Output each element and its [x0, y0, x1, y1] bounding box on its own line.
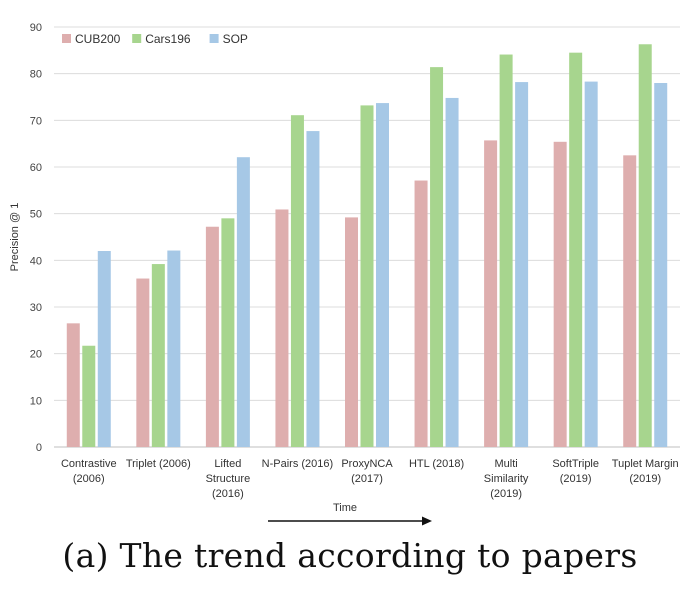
- bar-sop-7: [584, 81, 598, 447]
- y-tick-label: 90: [30, 22, 42, 34]
- legend: CUB200 Cars196 SOP: [62, 32, 248, 46]
- y-tick-label: 10: [30, 395, 42, 407]
- x-category-label: Tuplet Margin: [612, 458, 679, 470]
- y-tick-label: 80: [30, 69, 42, 81]
- legend-label: Cars196: [145, 32, 191, 46]
- legend-swatch-cub200: [62, 34, 71, 43]
- legend-swatch-cars196: [132, 34, 142, 43]
- bar-sop-2: [236, 157, 250, 447]
- x-category-label: (2019): [629, 473, 661, 485]
- x-category-label: (2019): [560, 473, 592, 485]
- bar-sop-0: [97, 251, 111, 447]
- bar-chart: 0 10 20 30 40 50 60 70 80 90 Precision @ 1 Contra…: [9, 22, 680, 526]
- y-axis-title: Precision @ 1: [9, 203, 21, 272]
- x-category-label: HTL (2018): [409, 458, 464, 470]
- legend-swatch-sop: [209, 34, 219, 43]
- x-category-label: ProxyNCA: [341, 458, 393, 470]
- legend-label: SOP: [223, 32, 248, 46]
- bar-cub200-5: [414, 180, 428, 448]
- x-axis-title: Time: [333, 502, 357, 514]
- bar-cub200-7: [553, 141, 567, 448]
- bar-sop-1: [167, 250, 181, 447]
- bar-cub200-3: [275, 209, 289, 447]
- bar-cub200-8: [623, 155, 637, 448]
- y-tick-label: 70: [30, 115, 42, 127]
- x-category-label: (2017): [351, 473, 383, 485]
- y-tick-label: 0: [36, 442, 42, 454]
- bar-sop-4: [376, 103, 389, 448]
- bar-sop-6: [515, 82, 529, 448]
- x-category-label: Triplet (2006): [126, 458, 191, 470]
- x-axis-category-labels: Contrastive (2006) Triplet (2006) Lifted Str…: [61, 458, 679, 500]
- x-category-label: SoftTriple: [552, 458, 599, 470]
- bar-cub200-4: [345, 217, 358, 447]
- y-tick-label: 50: [30, 209, 42, 221]
- bar-cars196-2: [221, 218, 235, 447]
- bar-cars196-5: [430, 67, 444, 447]
- bar-cars196-4: [360, 105, 374, 448]
- bars: [66, 44, 668, 448]
- y-tick-label: 30: [30, 302, 42, 314]
- legend-label: CUB200: [75, 32, 121, 46]
- bar-sop-3: [306, 131, 320, 448]
- bar-sop-5: [445, 97, 459, 447]
- bar-cars196-3: [290, 115, 304, 447]
- bar-cub200-0: [66, 323, 80, 447]
- bar-cub200-1: [136, 278, 150, 447]
- x-category-label: Structure: [206, 473, 251, 485]
- x-category-label: Contrastive: [61, 458, 117, 470]
- x-category-label: Multi: [494, 458, 517, 470]
- x-category-label: Lifted: [214, 458, 241, 470]
- bar-cars196-6: [499, 54, 513, 448]
- bar-cub200-2: [205, 226, 219, 447]
- y-tick-label: 40: [30, 255, 42, 267]
- x-category-label: Similarity: [484, 473, 529, 485]
- bar-cars196-1: [151, 264, 165, 447]
- figure-caption: (a) The trend according to papers: [62, 536, 638, 575]
- x-category-label: (2006): [73, 473, 105, 485]
- time-arrow: [268, 516, 432, 526]
- bar-cars196-7: [569, 52, 583, 448]
- y-axis-tick-labels: 0 10 20 30 40 50 60 70 80 90: [30, 22, 42, 454]
- x-category-label: N-Pairs (2016): [262, 458, 334, 470]
- x-category-label: (2016): [212, 488, 244, 500]
- y-tick-label: 20: [30, 349, 42, 361]
- bar-cub200-6: [484, 140, 498, 447]
- bar-cars196-0: [82, 345, 96, 447]
- bar-sop-8: [654, 83, 668, 447]
- bar-cars196-8: [638, 44, 652, 448]
- y-tick-label: 60: [30, 162, 42, 174]
- x-category-label: (2019): [490, 488, 522, 500]
